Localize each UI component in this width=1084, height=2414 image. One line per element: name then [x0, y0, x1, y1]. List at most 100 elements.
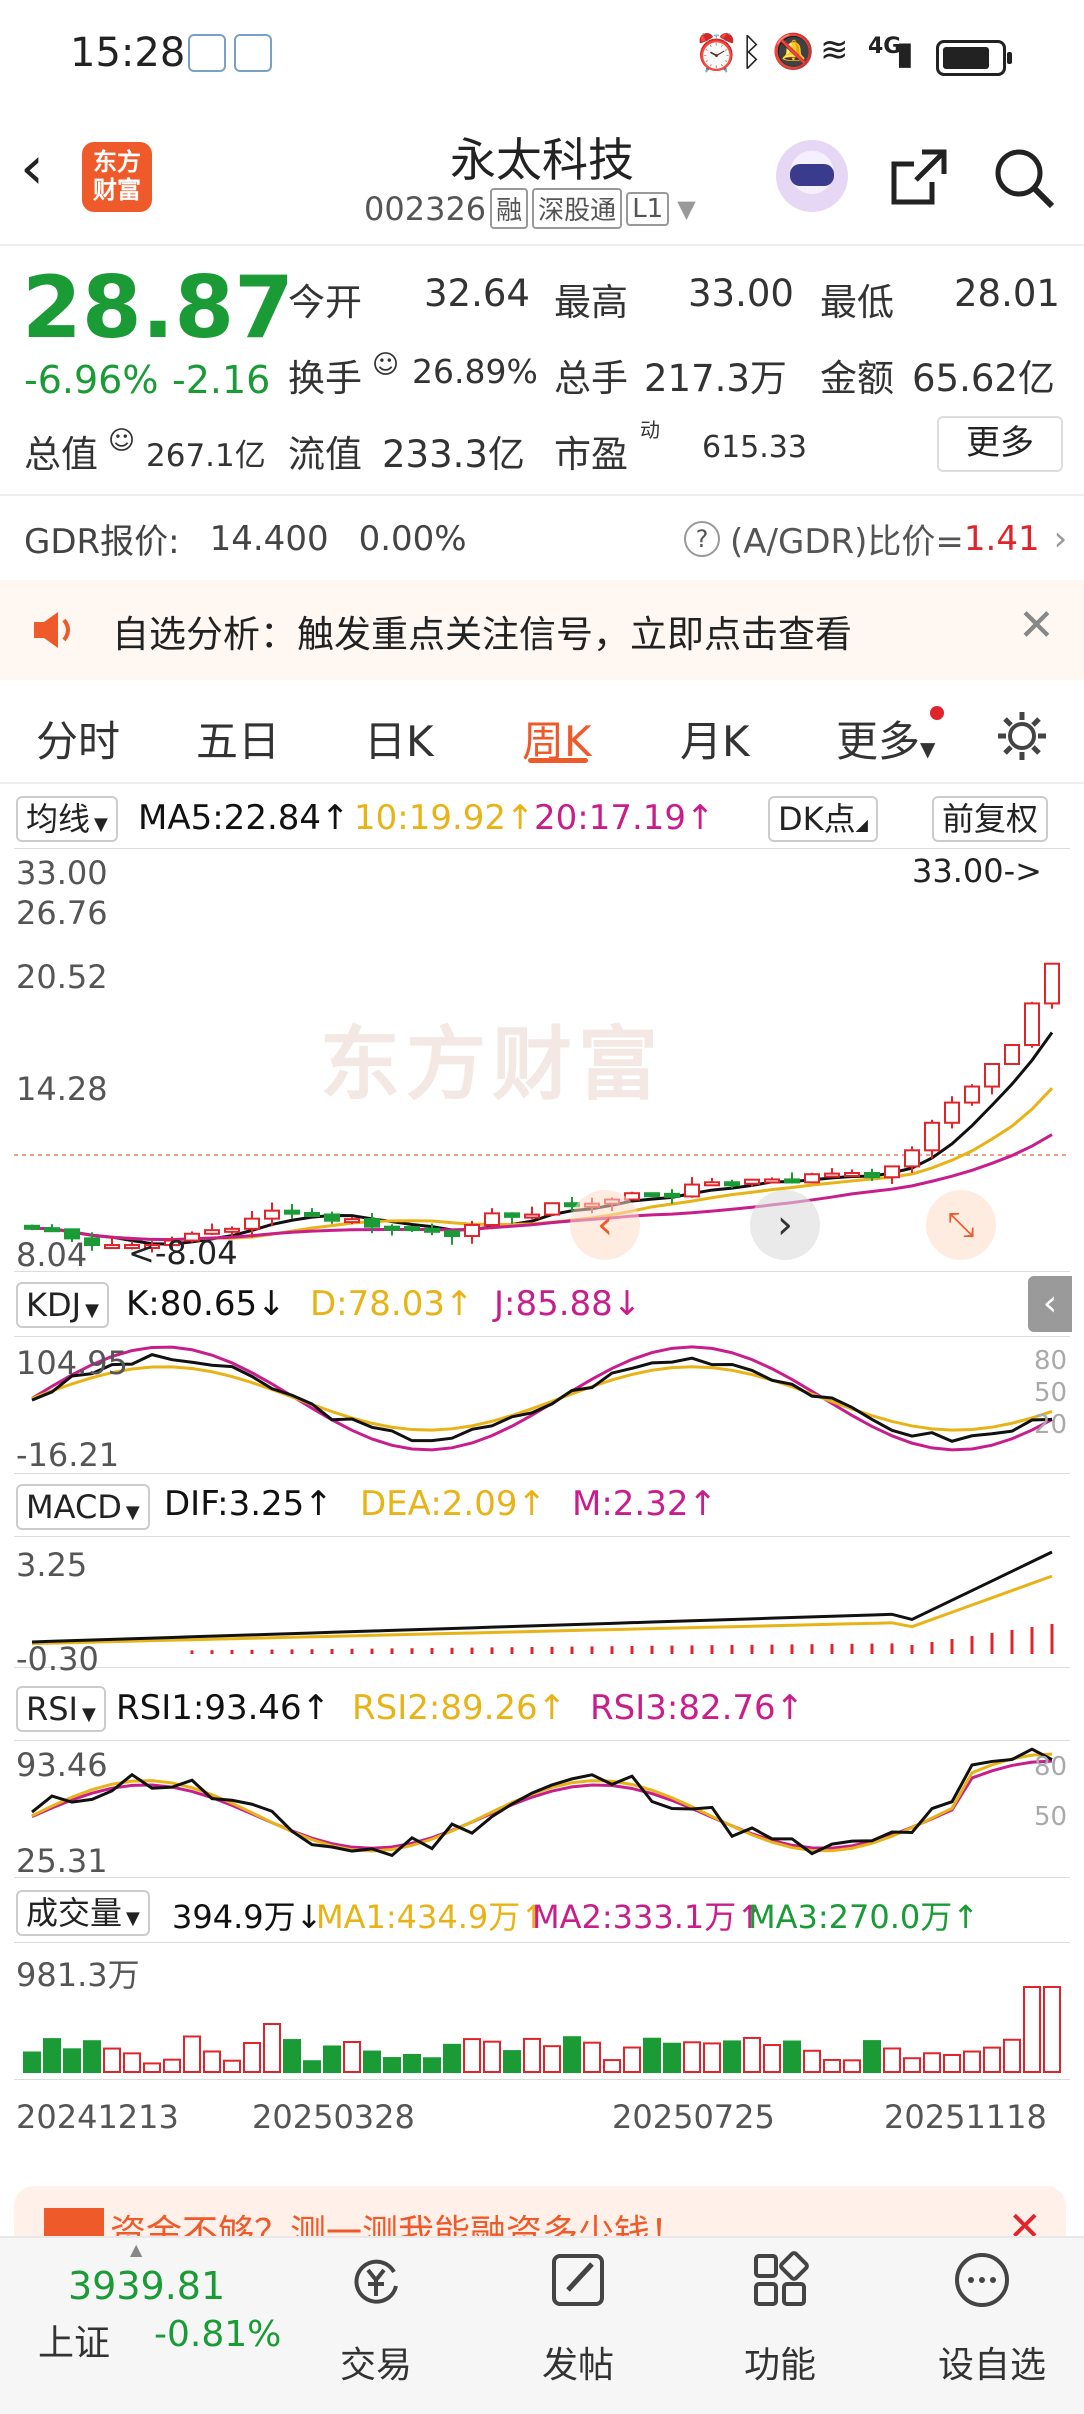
kdj-selector[interactable]: KDJ ▼ [16, 1282, 109, 1328]
nav-trade[interactable]: 交易 [339, 2345, 412, 2386]
ma5-legend: MA5:22.84↑ [138, 798, 350, 838]
candle [444, 1230, 460, 1238]
tab-daily[interactable]: 日K [364, 717, 434, 766]
tab-more[interactable]: 更多▼ [836, 708, 935, 769]
pe-label: 市盈 [554, 433, 628, 476]
candle [1024, 1002, 1040, 1047]
kline-panel[interactable] [14, 848, 1070, 1272]
candle [1004, 1044, 1020, 1065]
settings-gear-icon[interactable] [994, 708, 1050, 764]
add-watchlist-icon[interactable] [952, 2250, 1012, 2310]
info-icon[interactable]: ☺ [108, 426, 136, 456]
post-icon[interactable] [548, 2250, 608, 2310]
dk-point-toggle[interactable]: DK点◢ [768, 796, 878, 842]
trade-icon[interactable] [346, 2250, 406, 2310]
kdj-chart[interactable] [14, 1336, 1070, 1472]
volume-bar [343, 2041, 361, 2073]
indicator-line [31, 1365, 1053, 1432]
expand-icon[interactable]: ⤡ [926, 1190, 996, 1260]
date-label: 20241213 [16, 2098, 179, 2136]
macd-chart[interactable] [14, 1536, 1070, 1666]
collapse-panel-handle[interactable]: ‹ [1028, 1276, 1072, 1332]
volume-selector-label: 成交量 [26, 1894, 123, 1932]
alarm-icon: ⏰ [694, 33, 739, 74]
notification-icon [188, 34, 226, 72]
active-tab-indicator [528, 758, 588, 763]
volume-bar [903, 2057, 921, 2073]
low-value: 28.01 [954, 272, 1060, 315]
macd-y-bottom: -0.30 [16, 1640, 99, 1678]
volume-selector[interactable]: 成交量 ▼ [16, 1890, 150, 1936]
volume-panel[interactable] [14, 1942, 1070, 2080]
kdj-k: K:80.65↓ [126, 1284, 286, 1324]
help-icon[interactable]: ? [684, 520, 720, 557]
candle [644, 1192, 660, 1198]
functions-icon[interactable] [750, 2250, 810, 2310]
y-axis-label: 26.76 [16, 894, 108, 932]
rsi-chart[interactable] [14, 1740, 1070, 1876]
candle [884, 1165, 900, 1179]
search-icon[interactable] [992, 146, 1056, 210]
amount-label: 金额 [820, 357, 894, 400]
volume-bar [243, 2041, 261, 2074]
banner-text[interactable]: 自选分析：触发重点关注信号，立即点击查看 [112, 613, 852, 656]
volume-bar [523, 2037, 541, 2073]
high-marker: 33.00-> [912, 852, 1042, 890]
tab-more-label: 更多 [836, 717, 921, 766]
share-icon[interactable] [888, 146, 950, 208]
rsi-panel[interactable] [14, 1740, 1070, 1878]
close-icon[interactable]: ✕ [1018, 600, 1055, 651]
ma10-legend: 10:19.92↑ [354, 798, 535, 838]
battery-icon [936, 40, 1012, 76]
red-dot-badge [930, 706, 944, 720]
tab-five-day[interactable]: 五日 [196, 717, 281, 766]
volume-bar [923, 2052, 941, 2073]
macd-panel[interactable] [14, 1536, 1070, 1668]
candle [684, 1183, 700, 1198]
volume-bar [963, 2050, 981, 2073]
signal-banner[interactable] [0, 580, 1084, 680]
rsi-selector[interactable]: RSI ▼ [16, 1686, 106, 1732]
macd-dif: DIF:3.25↑ [164, 1484, 333, 1524]
index-pct[interactable]: -0.81% [154, 2314, 282, 2355]
assistant-robot-icon[interactable] [776, 140, 848, 212]
candle [804, 1173, 820, 1184]
volume-bar [383, 2057, 401, 2073]
mktcap-label: 总值 [24, 433, 98, 476]
volume-bar [983, 2046, 1001, 2074]
gdr-ratio[interactable]: ? (A/GDR)比价= 1.41 › [684, 514, 1067, 563]
volume-chart[interactable] [14, 1942, 1070, 2078]
app-logo[interactable]: 东方 财富 [82, 142, 152, 212]
gdr-price: 14.400 [209, 518, 329, 559]
candle [1044, 962, 1060, 1005]
ma-selector[interactable]: 均线 ▼ [16, 796, 118, 842]
tab-weekly[interactable]: 周K [522, 717, 592, 766]
back-button[interactable]: ‹ [20, 133, 44, 203]
tab-intraday[interactable]: 分时 [36, 717, 121, 766]
candle [844, 1172, 860, 1178]
rsi3-legend: RSI3:82.76↑ [590, 1688, 805, 1728]
kdj-panel[interactable] [14, 1336, 1070, 1474]
candle [984, 1062, 1000, 1088]
index-name[interactable]: 上证 [38, 2323, 111, 2364]
tab-monthly[interactable]: 月K [680, 717, 750, 766]
kdj-d: D:78.03↑ [310, 1284, 474, 1324]
macd-selector[interactable]: MACD ▼ [16, 1484, 150, 1530]
chevron-left-icon[interactable]: ‹ [570, 1190, 640, 1260]
gdr-row: GDR报价: 14.400 0.00% [24, 514, 467, 563]
nav-functions[interactable]: 功能 [743, 2345, 816, 2386]
volume-bar [603, 2059, 621, 2073]
volume-ma3: MA3:270.0万↑ [748, 1898, 980, 1936]
candle [484, 1212, 500, 1226]
corner-icon: ◢ [855, 815, 868, 834]
chevron-right-icon[interactable]: › [750, 1190, 820, 1260]
index-value[interactable]: 3939.81 [68, 2264, 226, 2308]
more-quote-button[interactable]: 更多 [937, 416, 1063, 472]
adjust-selector[interactable]: 前复权 [932, 796, 1049, 842]
candle [284, 1209, 300, 1215]
nav-add-watchlist[interactable]: 设自选 [937, 2345, 1046, 2386]
stock-code-line[interactable]: 002326 融 深股通 L1 ▼ [364, 188, 696, 229]
info-icon[interactable]: ☺ [372, 350, 400, 380]
candlestick-chart[interactable] [14, 848, 1070, 1270]
nav-post[interactable]: 发帖 [541, 2345, 614, 2386]
